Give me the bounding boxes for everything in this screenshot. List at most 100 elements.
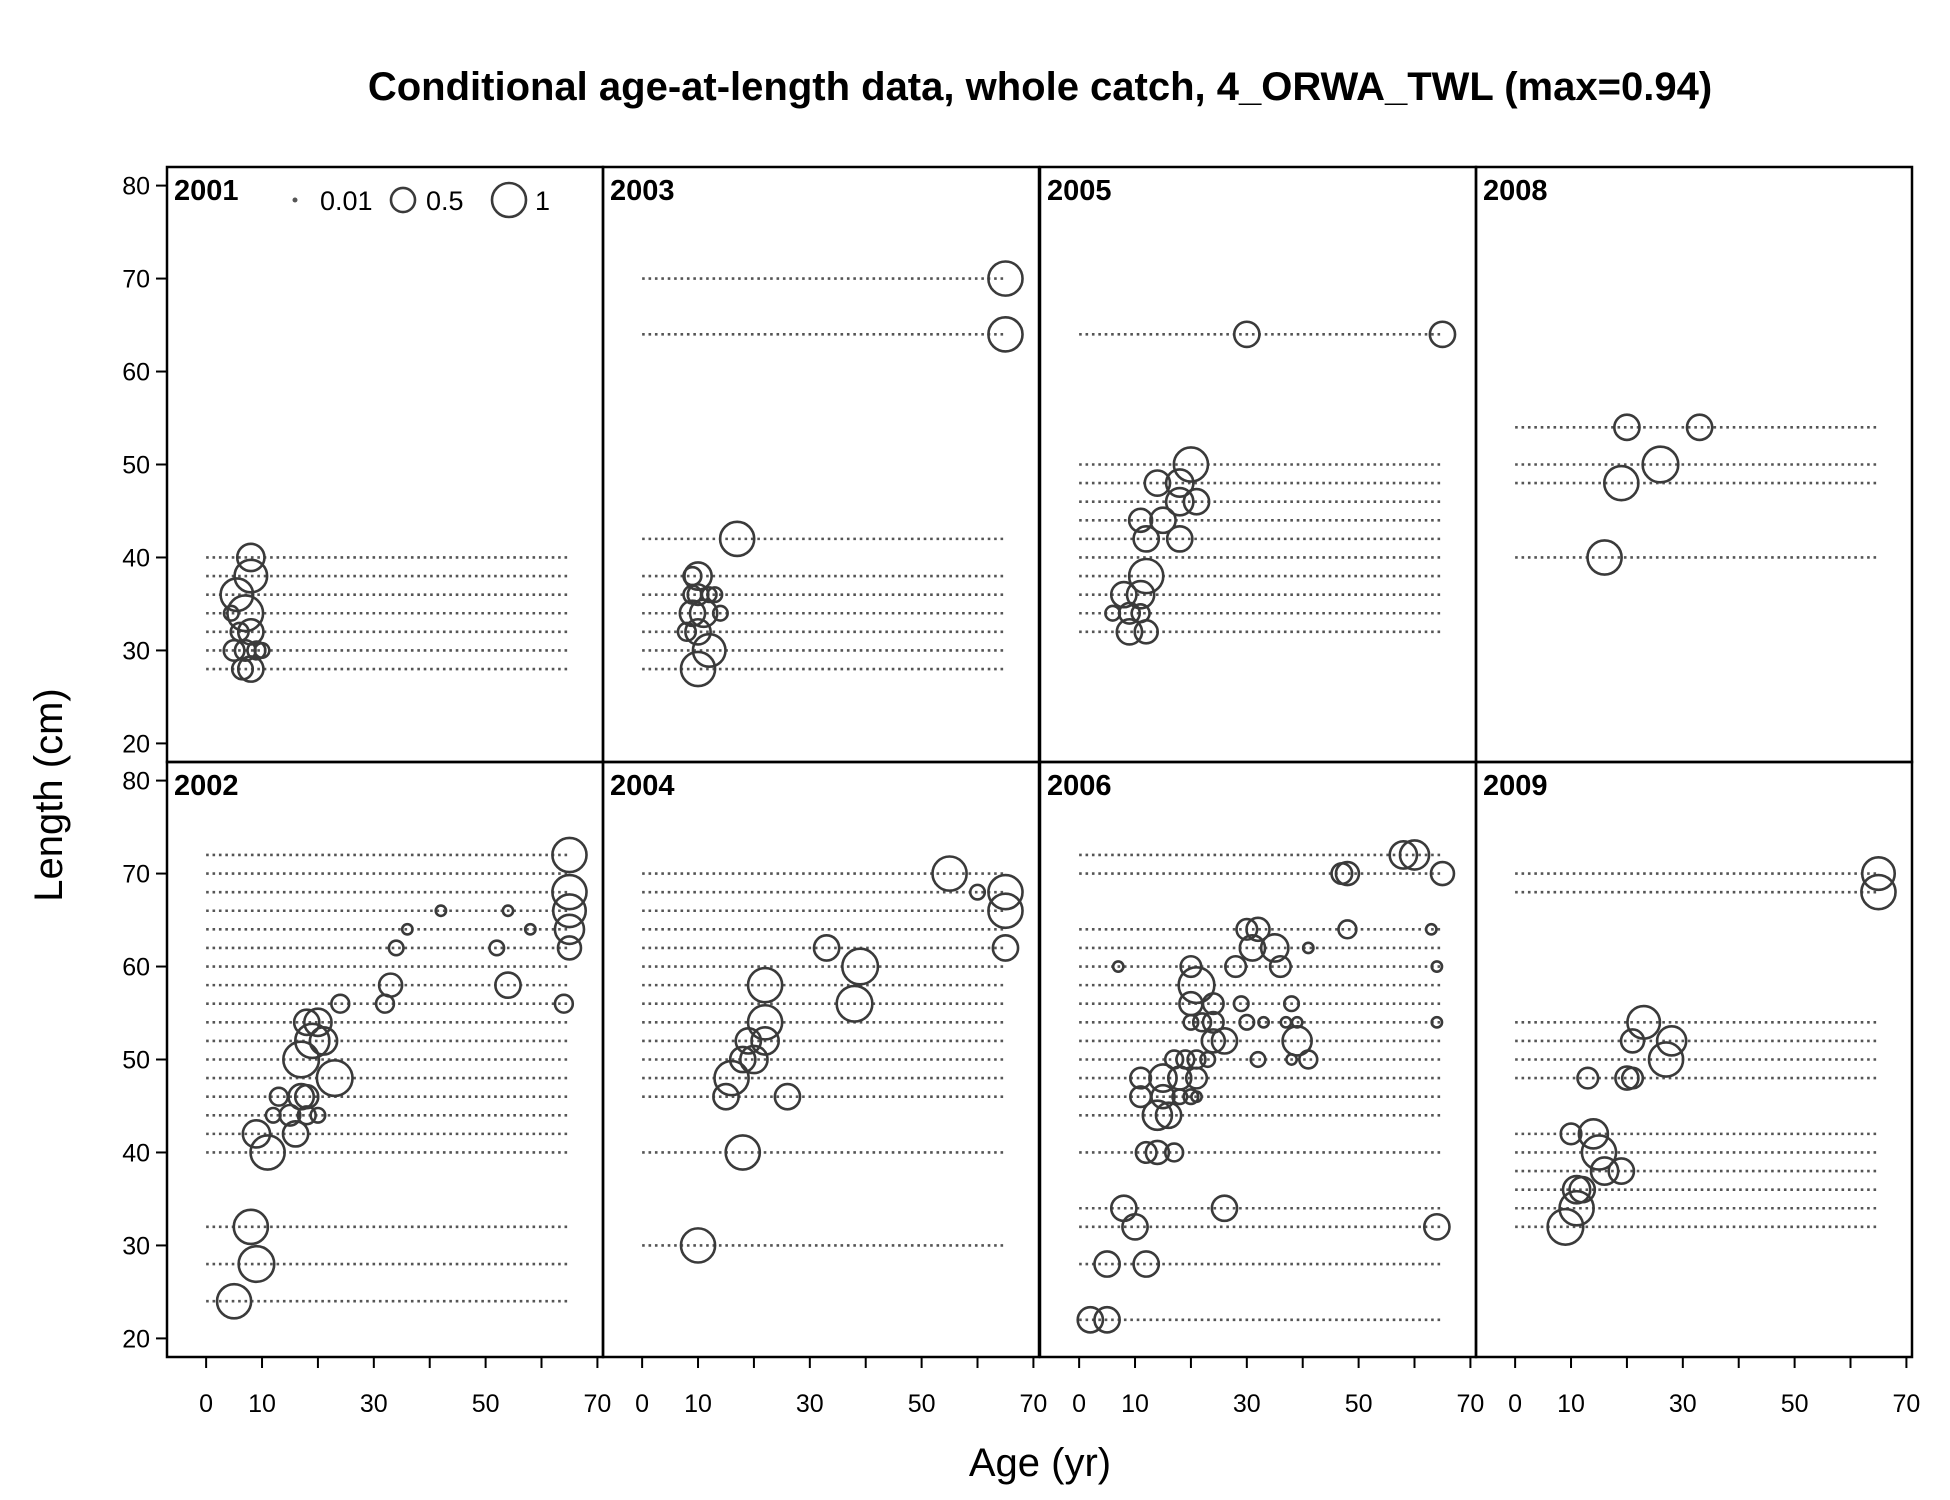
x-tick-label: 10 xyxy=(1557,1390,1585,1418)
data-bubble xyxy=(494,971,522,1000)
x-tick-label: 70 xyxy=(584,1390,612,1418)
x-tick-label: 30 xyxy=(360,1390,388,1418)
data-bubble xyxy=(1282,995,1301,1013)
y-axis-label: Length (cm) xyxy=(27,688,71,901)
data-bubble xyxy=(556,935,583,961)
data-bubble xyxy=(1232,320,1261,349)
y-tick-label: 30 xyxy=(122,1232,150,1260)
data-bubble xyxy=(237,1244,276,1284)
data-bubble xyxy=(241,1118,272,1149)
data-bubble xyxy=(292,1008,321,1037)
y-tick-label: 30 xyxy=(122,637,150,665)
data-bubble xyxy=(1685,413,1714,442)
data-bubble xyxy=(1076,1305,1105,1334)
data-bubble xyxy=(1210,1027,1239,1055)
data-bubble xyxy=(553,993,575,1014)
data-bubble xyxy=(1249,1050,1267,1069)
data-bubble xyxy=(308,1025,339,1056)
data-bubble xyxy=(296,1105,317,1126)
data-bubble xyxy=(968,883,987,901)
data-bubble xyxy=(553,913,586,946)
data-bubble xyxy=(1580,1134,1618,1171)
data-bubble xyxy=(488,939,506,957)
data-bubble xyxy=(1127,557,1165,595)
data-bubble xyxy=(523,922,537,936)
data-bubble xyxy=(1132,524,1161,553)
data-bubble xyxy=(226,594,265,633)
legend-symbol xyxy=(490,181,528,219)
data-bubble xyxy=(1149,506,1177,535)
data-bubble xyxy=(278,1103,302,1127)
data-bubble xyxy=(1201,1010,1225,1034)
data-bubble xyxy=(1179,954,1203,979)
data-bubble xyxy=(987,315,1024,353)
data-bubble xyxy=(1129,1066,1153,1090)
data-bubble xyxy=(728,1045,757,1074)
data-bubble xyxy=(678,599,707,628)
data-bubble xyxy=(1164,468,1195,499)
data-bubble xyxy=(739,1044,769,1075)
panel-2006: 2006 0 10 30 50 70 xyxy=(1038,760,1484,1418)
data-bubble xyxy=(1398,839,1431,871)
data-bubble xyxy=(246,640,267,661)
data-bubble xyxy=(683,561,713,591)
data-bubble xyxy=(1290,1015,1304,1029)
data-bubble xyxy=(1334,860,1361,887)
data-bubble xyxy=(315,1058,354,1098)
panel-year-label: 2001 xyxy=(174,175,239,207)
data-bubble xyxy=(750,1025,781,1056)
data-bubble xyxy=(1559,1122,1583,1146)
data-bubble xyxy=(1130,603,1151,624)
panel-year-label: 2004 xyxy=(610,770,675,802)
data-bubble xyxy=(931,855,968,892)
data-bubble xyxy=(1232,995,1250,1013)
data-bubble xyxy=(987,873,1024,911)
data-bubble xyxy=(706,586,724,604)
data-bubble xyxy=(1093,1305,1121,1334)
y-tick-label: 70 xyxy=(122,266,150,294)
y-tick-label: 60 xyxy=(122,359,150,387)
x-tick-label: 70 xyxy=(1020,1390,1048,1418)
data-bubble xyxy=(282,1040,321,1079)
data-bubble xyxy=(1337,919,1358,940)
data-bubble xyxy=(1186,1049,1207,1070)
data-bubble xyxy=(1430,1015,1444,1029)
y-tick-label: 80 xyxy=(122,173,150,201)
data-bubble xyxy=(1125,579,1156,610)
panel-year-label: 2002 xyxy=(174,770,239,802)
data-bubble xyxy=(1115,617,1144,646)
data-bubble xyxy=(233,558,269,594)
data-bubble xyxy=(1586,539,1623,576)
data-bubble xyxy=(281,1119,310,1148)
legend-label: 0.01 xyxy=(320,186,373,216)
data-bubble xyxy=(1626,1004,1662,1040)
panel-2001: 2001 20 30 40 50 60 70 80 xyxy=(122,165,605,764)
data-bubble xyxy=(387,939,405,957)
data-bubble xyxy=(1235,917,1259,941)
data-bubble xyxy=(724,1134,762,1171)
data-bubble xyxy=(812,934,841,962)
x-tick-label: 0 xyxy=(1508,1390,1522,1418)
data-bubble xyxy=(434,904,448,918)
panel-2004: 2004 0 10 30 50 70 xyxy=(601,760,1048,1418)
data-bubble xyxy=(1134,1140,1158,1165)
data-bubble xyxy=(1430,960,1444,973)
legend-symbol xyxy=(292,197,298,203)
x-tick-label: 30 xyxy=(796,1390,824,1418)
data-bubble xyxy=(1424,922,1438,936)
data-bubble xyxy=(1109,1194,1138,1223)
x-axis-label: Age (yr) xyxy=(969,1441,1111,1485)
y-tick-label: 20 xyxy=(122,730,150,758)
data-bubble xyxy=(1428,320,1457,349)
data-bubble xyxy=(400,922,414,936)
data-bubble xyxy=(1175,1049,1196,1070)
panel-year-label: 2008 xyxy=(1483,175,1548,207)
panel-2002: 2002 20 30 40 50 60 70 80 0 10 30 50 70 xyxy=(122,760,612,1418)
data-bubble xyxy=(1200,1028,1227,1054)
data-bubble xyxy=(1422,1212,1451,1241)
data-bubble xyxy=(1109,580,1138,609)
panel-2009: 2009 0 10 30 50 70 xyxy=(1474,760,1920,1418)
data-bubble xyxy=(1558,1189,1595,1227)
data-bubble xyxy=(215,1282,253,1320)
